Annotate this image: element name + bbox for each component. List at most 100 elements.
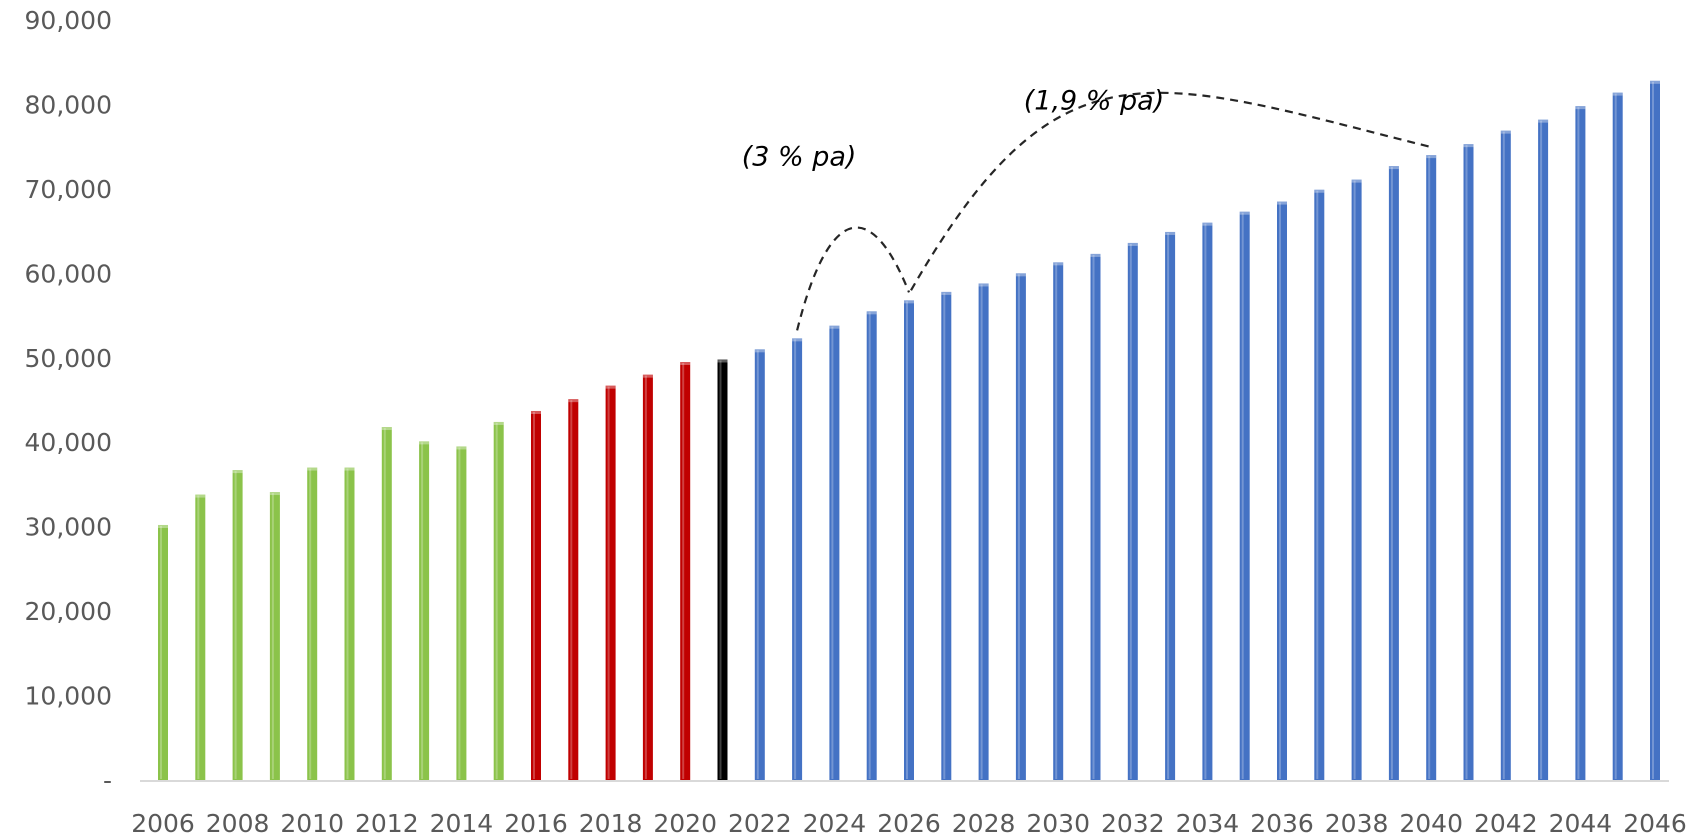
bar-2044 (1575, 106, 1586, 781)
bar-2027 (941, 291, 952, 780)
bar-highlight (234, 471, 237, 779)
bar-highlight (1652, 81, 1654, 780)
bar-cap (1239, 211, 1250, 215)
y-tick-label: 10,000 (25, 682, 112, 711)
bar-2025 (866, 311, 877, 780)
bar-highlight (1241, 212, 1244, 779)
bar-2046 (1650, 80, 1660, 781)
x-tick-label: 2018 (579, 809, 643, 838)
bar-cap (1314, 189, 1325, 193)
y-tick-label: 60,000 (25, 259, 112, 288)
x-tick-label: 2046 (1623, 809, 1687, 838)
x-tick-label: 2028 (952, 809, 1016, 838)
bar-highlight (980, 284, 983, 779)
bar-cap (1575, 106, 1586, 110)
bar-highlight (1614, 93, 1617, 780)
bar-highlight (644, 375, 647, 779)
bar-highlight (607, 386, 610, 779)
bar-cap (1500, 130, 1511, 134)
bar-2016 (531, 410, 541, 780)
bar-cap (1538, 119, 1549, 123)
bar-2034 (1202, 222, 1213, 780)
annotation-label: (1,9 % pa) (1024, 85, 1165, 116)
bar-2037 (1314, 189, 1325, 780)
bar-2010 (307, 467, 318, 780)
bar-cap (1426, 155, 1437, 159)
bar-cap (605, 385, 616, 389)
bar-highlight (756, 350, 759, 779)
bar-2033 (1165, 231, 1176, 780)
bar-cap (717, 359, 728, 363)
x-tick-label: 2024 (803, 809, 867, 838)
bar-2012 (381, 427, 392, 780)
bar-2006 (158, 524, 168, 780)
bar-cap (1202, 222, 1213, 226)
x-tick-label: 2042 (1474, 809, 1538, 838)
x-tick-label: 2036 (1250, 809, 1314, 838)
bar-cap (1127, 242, 1138, 246)
bar-highlight (197, 495, 200, 779)
bar-2045 (1612, 92, 1623, 781)
x-tick-label: 2038 (1325, 809, 1389, 838)
x-tick-label: 2016 (504, 809, 568, 838)
bar-highlight (943, 292, 946, 779)
bar-cap (195, 494, 206, 498)
y-axis: - 10,000 20,000 30,000 40,000 50,000 60,000 70,… (25, 6, 112, 795)
bar-2032 (1127, 242, 1138, 780)
x-tick-label: 2034 (1176, 809, 1240, 838)
bar-2015 (493, 421, 504, 780)
annotation-arc (796, 226, 911, 331)
bar-cap (531, 410, 541, 414)
x-tick-label: 2014 (430, 809, 494, 838)
bar-highlight (1204, 223, 1207, 779)
bar-cap (1463, 144, 1474, 148)
bar-cap (1612, 92, 1623, 96)
bar-highlight (1540, 120, 1543, 779)
annotation-arc (910, 91, 1432, 291)
bar-2024 (829, 325, 840, 780)
bar-2030 (1053, 262, 1064, 780)
bar-cap (754, 349, 765, 353)
x-tick-label: 2022 (728, 809, 792, 838)
bar-highlight (533, 411, 535, 779)
bar-cap (232, 470, 243, 474)
bar-highlight (794, 339, 797, 779)
bar-highlight (271, 493, 274, 779)
bar-cap (829, 325, 840, 329)
bar-highlight (309, 468, 312, 779)
bar-cap (978, 283, 989, 287)
bar-highlight (1092, 254, 1095, 779)
bar-highlight (906, 301, 908, 779)
bar-2013 (419, 441, 430, 780)
bar-cap (1277, 201, 1287, 205)
bar-highlight (570, 400, 573, 779)
bar-highlight (1316, 190, 1319, 779)
bar-highlight (1353, 180, 1356, 780)
bar-cap (456, 446, 467, 450)
bar-cap (1351, 179, 1362, 183)
bar-2023 (792, 338, 803, 780)
bar-highlight (495, 422, 498, 779)
bar-2039 (1388, 166, 1399, 781)
bar-highlight (1279, 202, 1281, 780)
x-tick-label: 2020 (653, 809, 717, 838)
y-tick-label: 40,000 (25, 428, 112, 457)
annotation-label: (3 % pa) (742, 141, 857, 172)
bar-2026 (904, 300, 914, 780)
bar-2035 (1239, 211, 1250, 780)
bar-2041 (1463, 144, 1474, 781)
x-tick-label: 2044 (1549, 809, 1613, 838)
bar-2021 (717, 359, 728, 780)
bar-highlight (1017, 274, 1020, 779)
y-tick-label: 70,000 (25, 175, 112, 204)
bar-2040 (1426, 155, 1437, 781)
x-tick-label: 2026 (877, 809, 941, 838)
bar-cap (493, 421, 504, 425)
x-axis: 2006 2008 2010 2012 2014 2016 2018 2020 2022 2024… (131, 809, 1687, 838)
bar-highlight (160, 525, 162, 779)
bar-2028 (978, 283, 989, 780)
bar-highlight (1577, 107, 1580, 780)
x-tick-label: 2006 (131, 809, 195, 838)
bar-cap (568, 399, 579, 403)
